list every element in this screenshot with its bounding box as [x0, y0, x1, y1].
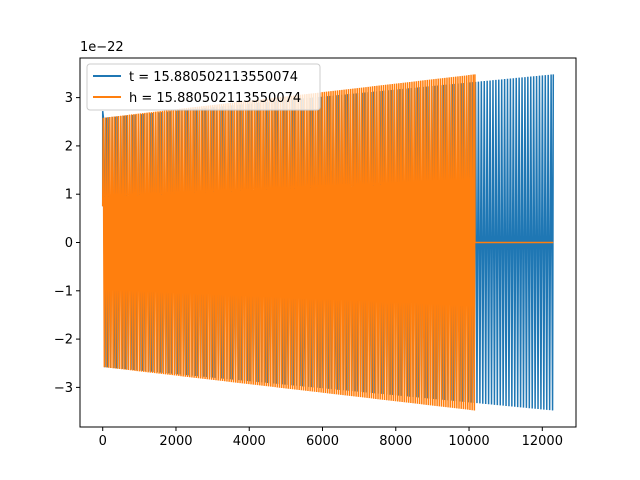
- y-tick-label: −3: [54, 381, 73, 396]
- x-tick-label: 2000: [159, 434, 192, 449]
- x-tick-label: 12000: [522, 434, 563, 449]
- legend-label-t: t = 15.880502113550074: [129, 70, 298, 85]
- x-tick-label: 8000: [379, 434, 412, 449]
- legend-label-h: h = 15.880502113550074: [129, 91, 301, 106]
- x-tick-label: 4000: [233, 434, 266, 449]
- y-tick-label: 0: [65, 236, 73, 251]
- y-tick-label: −2: [54, 333, 73, 348]
- y-offset-text: 1e−22: [80, 40, 124, 55]
- y-axis: −3 −2 −1 0 1 2 3: [54, 91, 80, 396]
- x-tick-label: 10000: [448, 434, 489, 449]
- y-tick-label: 3: [65, 91, 73, 106]
- x-axis: 0 2000 4000 6000 8000 10000 12000: [99, 427, 563, 449]
- series-h-line: [101, 74, 554, 411]
- legend-box: [86, 63, 321, 111]
- x-tick-label: 0: [99, 434, 107, 449]
- legend: t = 15.880502113550074 h = 15.8805021135…: [86, 63, 321, 111]
- y-tick-label: −1: [54, 284, 73, 299]
- y-tick-label: 2: [65, 139, 73, 154]
- series-layer: [101, 74, 555, 411]
- y-tick-label: 1: [65, 188, 73, 203]
- x-tick-label: 6000: [306, 434, 339, 449]
